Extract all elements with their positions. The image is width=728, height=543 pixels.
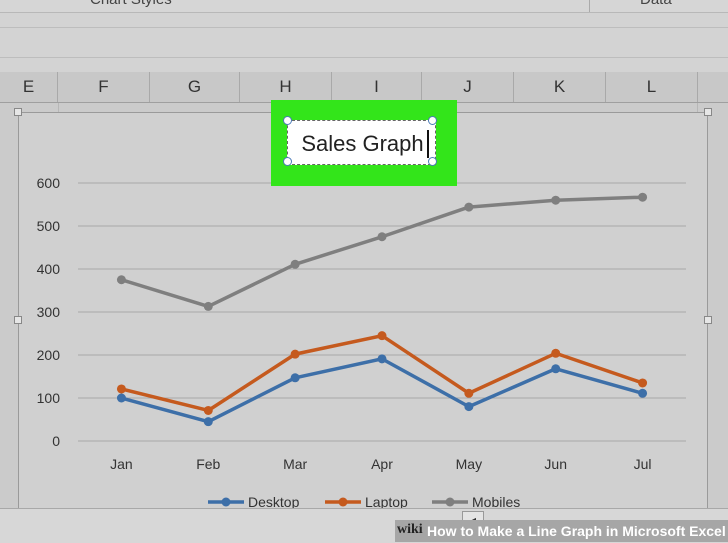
- y-tick-label: 600: [37, 175, 61, 191]
- column-header-g[interactable]: G: [150, 72, 240, 102]
- ribbon: Chart Styles Data: [0, 0, 728, 13]
- legend-label-mobiles: Mobiles: [472, 494, 520, 510]
- column-header-h[interactable]: H: [240, 72, 332, 102]
- legend-marker: [221, 497, 231, 507]
- title-resize-handle[interactable]: [428, 116, 437, 125]
- y-tick-label: 0: [52, 433, 60, 449]
- y-tick-label: 300: [37, 304, 61, 320]
- caption-banner: wiki How to Make a Line Graph in Microso…: [395, 520, 728, 542]
- data-group-label: Data: [640, 0, 672, 8]
- chart-resize-handle[interactable]: [14, 316, 22, 324]
- column-header-e[interactable]: E: [0, 72, 58, 102]
- text-cursor: [427, 130, 429, 158]
- data-point-mobiles: [464, 202, 474, 212]
- y-tick-label: 500: [37, 218, 61, 234]
- chart-resize-handle[interactable]: [14, 108, 22, 116]
- data-point-laptop: [551, 348, 561, 358]
- data-point-desktop: [290, 373, 300, 383]
- formula-area: [0, 13, 728, 72]
- column-header-j[interactable]: J: [422, 72, 514, 102]
- data-point-mobiles: [290, 259, 300, 269]
- chart-title[interactable]: Sales Graph: [301, 131, 424, 156]
- y-tick-label: 400: [37, 261, 61, 277]
- legend-label-laptop: Laptop: [365, 494, 408, 510]
- formula-line: [0, 27, 728, 28]
- ribbon-separator: [589, 0, 590, 12]
- data-point-desktop: [464, 402, 474, 412]
- x-tick-label: Jul: [634, 456, 652, 472]
- chart-resize-handle[interactable]: [704, 316, 712, 324]
- data-point-desktop: [203, 417, 213, 427]
- y-tick-label: 200: [37, 347, 61, 363]
- data-point-desktop: [377, 354, 387, 364]
- chart-styles-group-label: Chart Styles: [90, 0, 172, 8]
- y-tick-label: 100: [37, 390, 61, 406]
- column-header-f[interactable]: F: [58, 72, 150, 102]
- x-tick-label: Feb: [196, 456, 220, 472]
- data-point-desktop: [116, 393, 126, 403]
- x-tick-label: Mar: [283, 456, 307, 472]
- series-line-mobiles: [120, 195, 643, 309]
- data-point-laptop: [638, 378, 648, 388]
- data-point-mobiles: [203, 301, 213, 311]
- data-point-mobiles: [638, 192, 648, 202]
- x-tick-label: Apr: [371, 456, 393, 472]
- data-point-desktop: [551, 364, 561, 374]
- formula-line: [0, 57, 728, 58]
- data-point-laptop: [377, 331, 387, 341]
- chart-title-box[interactable]: Sales Graph: [283, 116, 437, 166]
- caption-text: How to Make a Line Graph in Microsoft Ex…: [427, 523, 726, 539]
- x-tick-label: Jun: [544, 456, 567, 472]
- legend-marker: [445, 497, 455, 507]
- data-point-mobiles: [377, 232, 387, 242]
- data-point-laptop: [116, 384, 126, 394]
- title-resize-handle[interactable]: [283, 157, 292, 166]
- column-header-i[interactable]: I: [332, 72, 422, 102]
- x-tick-label: May: [456, 456, 482, 472]
- title-resize-handle[interactable]: [428, 157, 437, 166]
- data-point-mobiles: [551, 195, 561, 205]
- data-point-laptop: [290, 349, 300, 359]
- data-point-desktop: [638, 388, 648, 398]
- column-header-k[interactable]: K: [514, 72, 606, 102]
- data-point-mobiles: [116, 275, 126, 285]
- column-header-l[interactable]: L: [606, 72, 698, 102]
- chart-resize-handle[interactable]: [704, 108, 712, 116]
- title-resize-handle[interactable]: [283, 116, 292, 125]
- legend-label-desktop: Desktop: [248, 494, 300, 510]
- x-tick-label: Jan: [110, 456, 133, 472]
- series-line-laptop: [121, 333, 644, 413]
- data-point-laptop: [464, 388, 474, 398]
- data-point-laptop: [203, 405, 213, 415]
- wiki-logo: wiki: [397, 522, 423, 537]
- series-line-desktop: [120, 357, 644, 424]
- legend-marker: [338, 497, 348, 507]
